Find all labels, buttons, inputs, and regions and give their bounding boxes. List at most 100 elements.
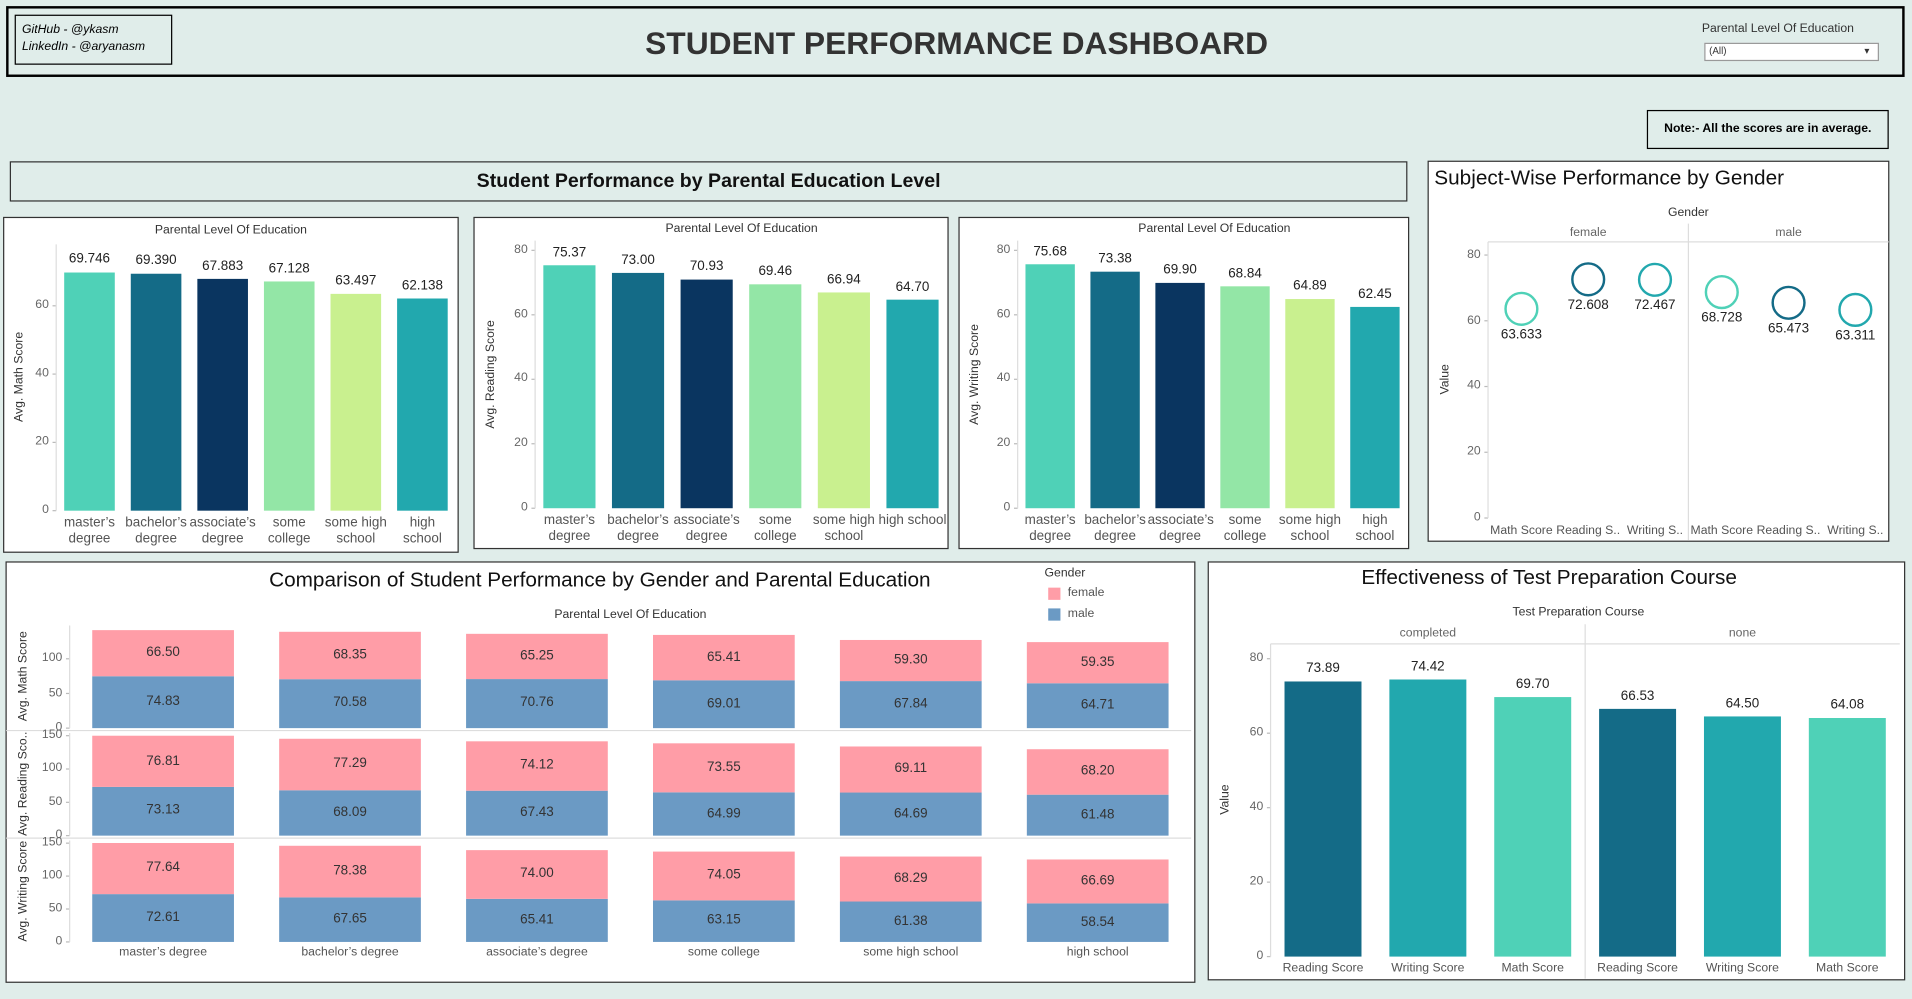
bar-segment [466, 741, 608, 791]
value-label: 69.390 [135, 253, 177, 269]
bar-segment [279, 631, 421, 680]
y-tick-label: 0 [42, 503, 49, 517]
x-tick-label: Reading S.. [1756, 524, 1821, 538]
x-tick-label: bachelor’s degree [301, 945, 399, 960]
x-tick-label: Writing S.. [1626, 524, 1684, 538]
linkedin: LinkedIn - @aryanasm [21, 40, 146, 54]
value-label: 69.746 [68, 252, 111, 267]
section-title: Student Performance by Parental Educatio… [476, 171, 941, 192]
legend-swatch [1048, 587, 1061, 600]
x-tick-label: bachelor’s degree [1084, 513, 1146, 544]
bar [1494, 697, 1572, 957]
x-tick-label: Writing Score [1705, 961, 1779, 975]
value-label: 67.883 [202, 258, 244, 274]
group-label: none [1728, 626, 1757, 641]
y-tick-label: 0 [520, 500, 528, 515]
bar-segment [466, 679, 608, 729]
x-tick-label: Writing S.. [1827, 524, 1884, 538]
value-label: 68.84 [1228, 266, 1262, 281]
value-label: 72.61 [146, 909, 180, 925]
value-label: 64.08 [1830, 697, 1865, 713]
y-tick-label: 20 [1467, 444, 1481, 459]
value-label: 75.68 [1033, 243, 1067, 259]
x-tick-label: high school [878, 513, 947, 528]
dropdown-arrow[interactable]: ▾ [1864, 45, 1870, 57]
bar [611, 272, 665, 509]
chart-title: Comparison of Student Performance by Gen… [269, 567, 931, 592]
legend-label: male [1067, 607, 1095, 621]
y-tick-label: 50 [48, 901, 63, 916]
x-tick-label: some college [687, 945, 760, 960]
y-axis-label: Avg. Reading Sco.. [16, 731, 30, 836]
bar-segment [92, 735, 234, 787]
value-label: 69.90 [1163, 262, 1197, 278]
y-tick-label: 40 [514, 371, 528, 386]
credits-box [14, 14, 173, 65]
bar [1284, 681, 1362, 957]
y-tick-label: 80 [1467, 247, 1481, 262]
value-label: 74.83 [146, 694, 180, 709]
y-tick-label: 100 [41, 868, 63, 883]
value-label: 74.05 [707, 867, 741, 883]
value-label: 66.94 [827, 272, 861, 287]
y-tick-label: 150 [41, 835, 63, 850]
y-tick-label: 80 [1249, 651, 1264, 665]
bar-segment [839, 792, 982, 836]
bar [1025, 264, 1075, 509]
y-tick-label: 20 [35, 435, 49, 449]
value-label: 68.35 [333, 647, 367, 663]
x-tick-label: bachelor’s degree [607, 513, 669, 544]
bar-segment [92, 842, 234, 895]
x-tick-label: Math Score [1816, 961, 1879, 975]
bar-segment [839, 856, 982, 902]
value-label: 67.128 [268, 261, 310, 276]
value-label: 69.11 [894, 761, 928, 777]
dot [1571, 262, 1606, 297]
y-tick-label: 40 [35, 366, 49, 381]
bar [1703, 716, 1781, 957]
y-tick-label: 20 [1249, 874, 1264, 889]
bar-segment [279, 679, 421, 729]
bar [1599, 708, 1677, 957]
x-tick-label: Math Score [1490, 524, 1553, 538]
value-label: 63.633 [1500, 327, 1542, 343]
bar [330, 293, 382, 511]
y-axis-label: Avg. Writing Score [16, 840, 30, 941]
value-label: 75.37 [552, 244, 587, 260]
y-tick-label: 40 [1467, 379, 1481, 393]
bar-segment [652, 634, 795, 681]
bar-segment [279, 845, 421, 898]
filter-dropdown[interactable] [1704, 42, 1879, 62]
x-tick-label: high school [402, 515, 442, 546]
y-tick-label: 80 [514, 243, 528, 257]
x-tick-label: Reading Score [1597, 961, 1678, 975]
x-tick-label: Reading S.. [1556, 524, 1621, 538]
dashboard-title: STUDENT PERFORMANCE DASHBOARD [645, 24, 1269, 62]
chart-frame [1427, 160, 1890, 542]
value-label: 67.43 [520, 805, 554, 820]
legend-title: Gender [1044, 566, 1086, 581]
value-label: 68.728 [1701, 310, 1743, 326]
bar-segment [839, 681, 982, 729]
y-axis-label: Avg. Math Score [16, 631, 30, 722]
bar [1285, 299, 1335, 509]
legend-label: female [1067, 586, 1105, 600]
value-label: 64.89 [1293, 278, 1327, 294]
dot [1771, 285, 1806, 320]
x-tick-label: some high school [812, 513, 875, 544]
bar-segment [466, 850, 608, 899]
bar [130, 273, 182, 511]
bar-segment [839, 639, 982, 682]
value-label: 68.20 [1080, 763, 1115, 779]
value-label: 69.70 [1515, 676, 1550, 692]
y-tick-label: 40 [1249, 800, 1264, 814]
y-tick-label: 40 [996, 371, 1011, 386]
value-label: 64.71 [1080, 697, 1115, 713]
value-label: 64.99 [707, 805, 741, 821]
y-tick-label: 0 [1473, 510, 1481, 525]
bar-segment [92, 894, 234, 942]
y-tick-label: 80 [996, 243, 1011, 257]
y-tick-label: 150 [41, 728, 63, 742]
value-label: 77.64 [146, 860, 180, 876]
filter-value[interactable]: (All) [1709, 45, 1727, 57]
